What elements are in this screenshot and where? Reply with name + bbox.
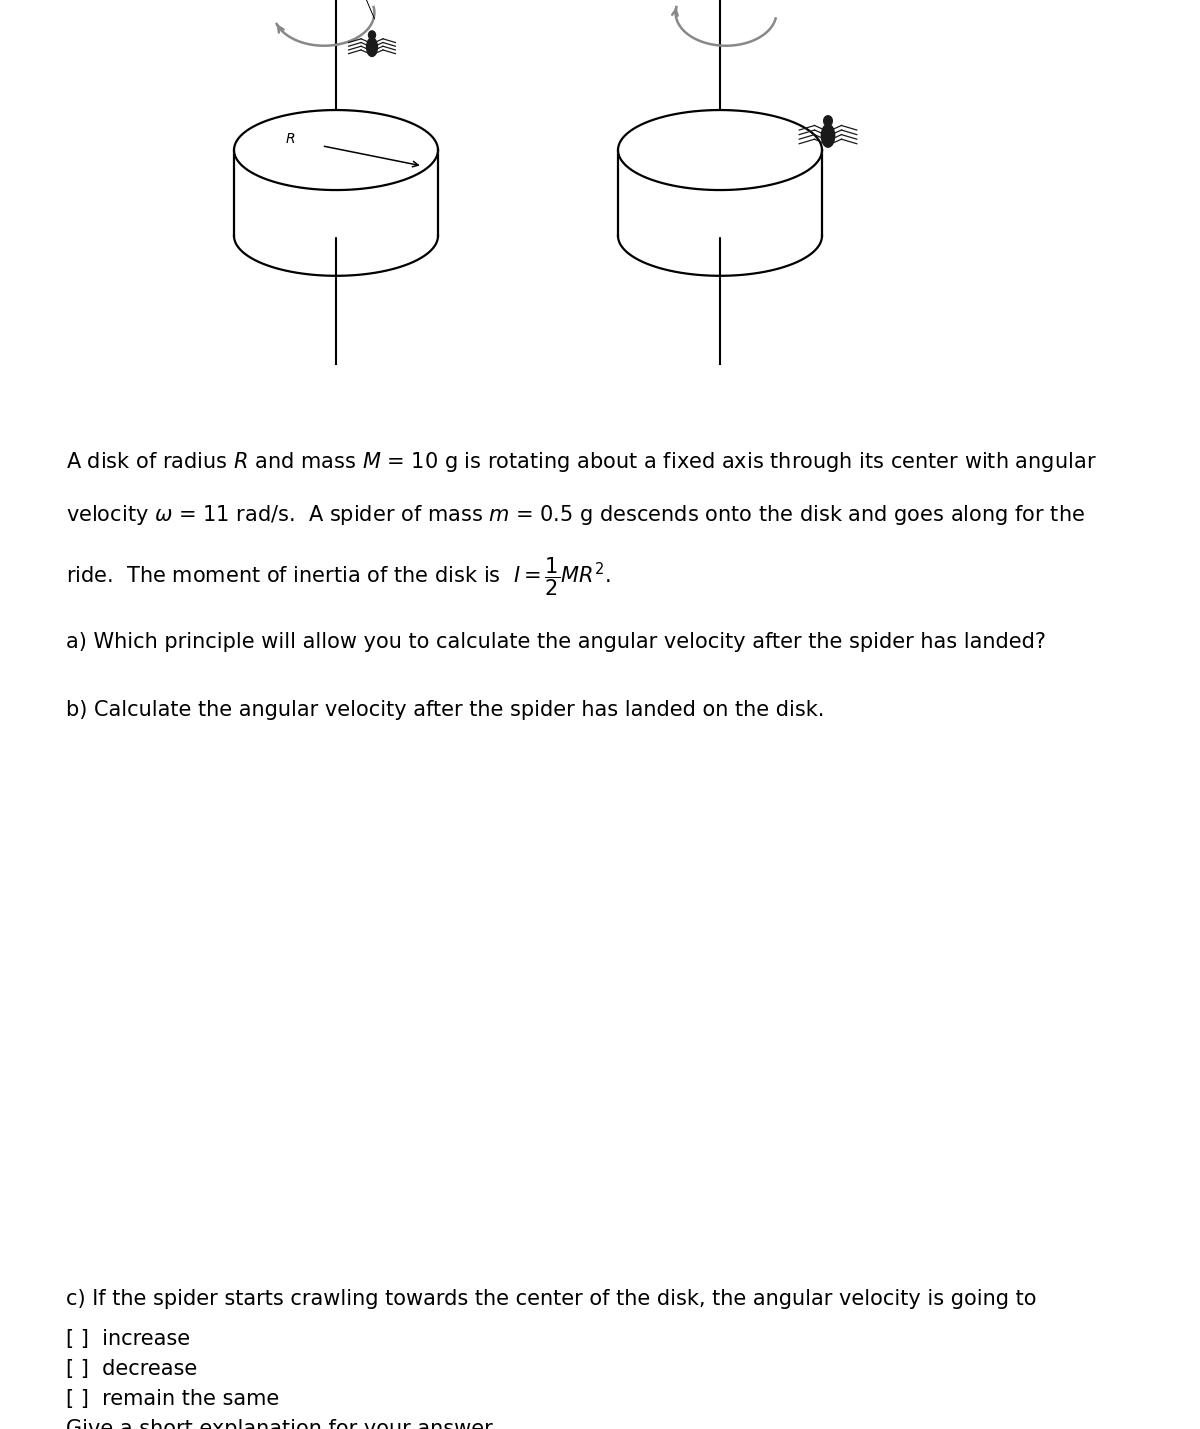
Ellipse shape bbox=[366, 39, 378, 57]
Text: b) Calculate the angular velocity after the spider has landed on the disk.: b) Calculate the angular velocity after … bbox=[66, 700, 824, 720]
Text: [ ]  decrease: [ ] decrease bbox=[66, 1359, 197, 1379]
Text: c) If the spider starts crawling towards the center of the disk, the angular vel: c) If the spider starts crawling towards… bbox=[66, 1289, 1037, 1309]
Polygon shape bbox=[618, 150, 822, 236]
Text: [ ]  increase: [ ] increase bbox=[66, 1329, 190, 1349]
Text: $R$: $R$ bbox=[286, 131, 295, 146]
Polygon shape bbox=[234, 150, 438, 236]
Text: velocity $\omega$ = 11 rad/s.  A spider of mass $m$ = 0.5 g descends onto the di: velocity $\omega$ = 11 rad/s. A spider o… bbox=[66, 503, 1085, 527]
Text: A disk of radius $R$ and mass $M$ = 10 g is rotating about a fixed axis through : A disk of radius $R$ and mass $M$ = 10 g… bbox=[66, 450, 1097, 474]
Ellipse shape bbox=[823, 116, 833, 126]
Text: a) Which principle will allow you to calculate the angular velocity after the sp: a) Which principle will allow you to cal… bbox=[66, 632, 1046, 652]
Ellipse shape bbox=[368, 31, 376, 39]
Polygon shape bbox=[618, 110, 822, 190]
Polygon shape bbox=[234, 110, 438, 190]
Text: [ ]  remain the same: [ ] remain the same bbox=[66, 1389, 280, 1409]
Text: ride.  The moment of inertia of the disk is  $I = \dfrac{1}{2}MR^2$.: ride. The moment of inertia of the disk … bbox=[66, 556, 611, 599]
Text: Give a short explanation for your answer.: Give a short explanation for your answer… bbox=[66, 1419, 498, 1429]
Ellipse shape bbox=[821, 124, 835, 147]
